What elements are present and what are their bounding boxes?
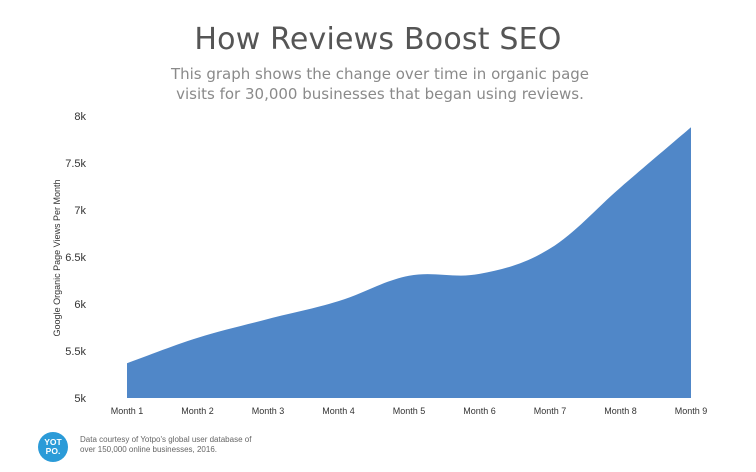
x-tick-label: Month 9 (675, 406, 708, 416)
y-tick-label: 6k (74, 299, 86, 311)
credit-line-1: Data courtesy of Yotpo's global user dat… (80, 435, 252, 444)
chart-subtitle: This graph shows the change over time in… (170, 65, 590, 103)
x-tick-label: Month 5 (393, 406, 426, 416)
y-tick-label: 6.5k (65, 252, 86, 264)
y-axis-label: Google Organic Page Views Per Month (52, 180, 62, 337)
y-tick-label: 5.5k (65, 346, 86, 358)
x-tick-label: Month 7 (534, 406, 567, 416)
logo-text: YOT PO. (44, 437, 62, 456)
y-tick-label: 7.5k (65, 158, 86, 170)
credit-line-2: over 150,000 online businesses, 2016. (80, 445, 217, 454)
x-tick-label: Month 4 (322, 406, 355, 416)
x-axis-ticks: Month 1 Month 2 Month 3 Month 4 Month 5 Month… (111, 406, 708, 416)
data-area (127, 127, 691, 398)
x-tick-label: Month 1 (111, 406, 144, 416)
data-credit: Data courtesy of Yotpo's global user dat… (80, 435, 300, 455)
y-axis-ticks: 5k 5.5k 6k 6.5k 7k 7.5k 8k (65, 111, 86, 405)
y-tick-label: 7k (74, 205, 86, 217)
x-tick-label: Month 8 (604, 406, 637, 416)
chart-title: How Reviews Boost SEO (194, 22, 562, 57)
x-tick-label: Month 3 (252, 406, 285, 416)
y-tick-label: 5k (74, 393, 86, 405)
y-tick-label: 8k (74, 111, 86, 123)
yotpo-logo: YOT PO. (38, 432, 68, 462)
x-tick-label: Month 2 (181, 406, 214, 416)
x-tick-label: Month 6 (463, 406, 496, 416)
